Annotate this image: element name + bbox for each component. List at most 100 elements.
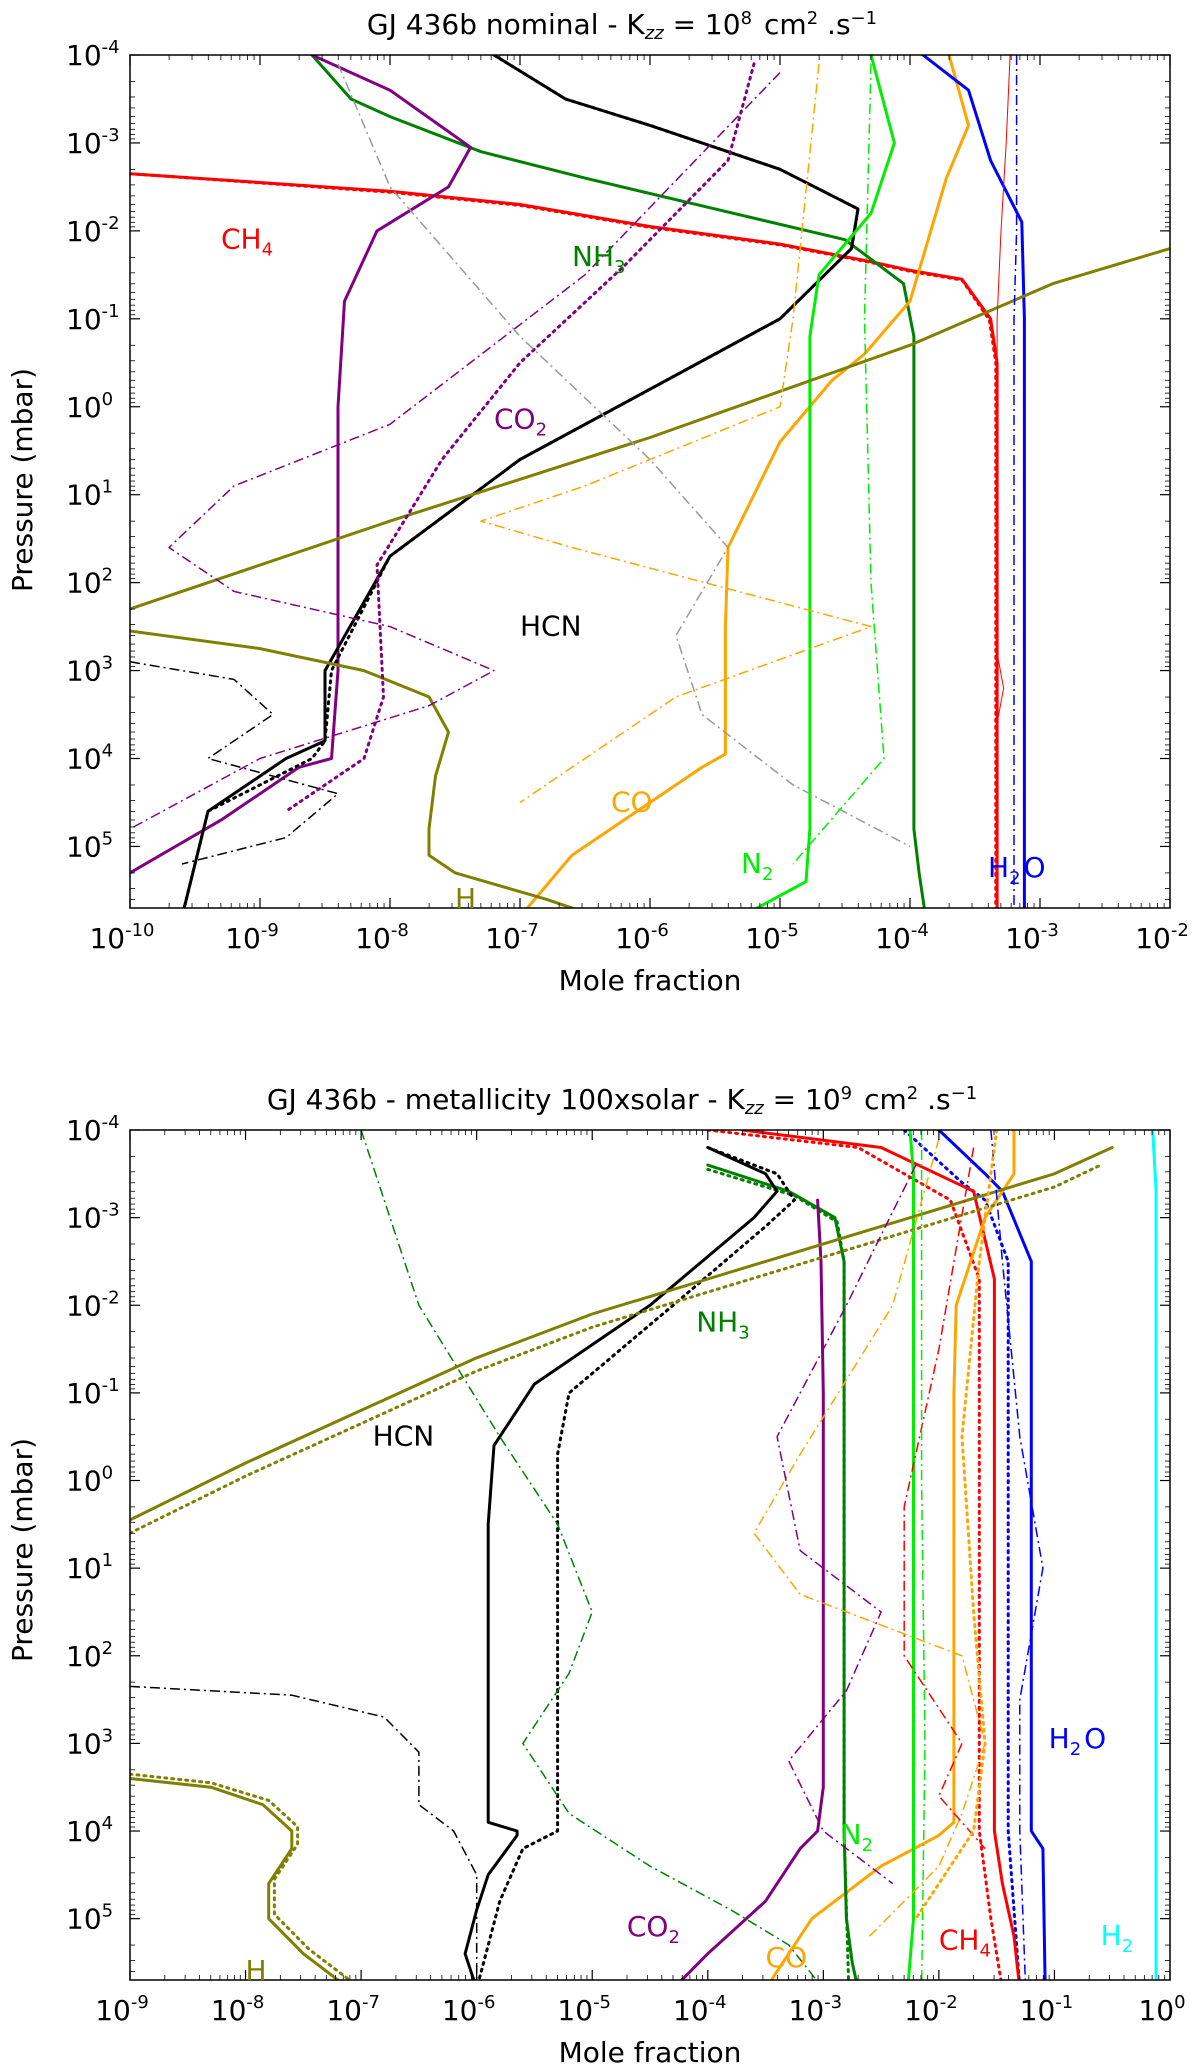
- series-co: [769, 1130, 1016, 1980]
- x-tick-label: 10-1: [1020, 1992, 1074, 2027]
- x-tick-label: 10-3: [1005, 920, 1059, 955]
- series-h-deep: [130, 629, 577, 908]
- species-label: H: [246, 1954, 267, 1987]
- x-tick-label: 10-7: [326, 1992, 380, 2027]
- panel-1-plot: 10-10 10-9 10-8 10-7 10-6 10-5 10-4 10-3 10-2 10-…: [66, 37, 1189, 955]
- y-tick-label: 10-1: [66, 1375, 120, 1410]
- series-ch4-dotted: [706, 1130, 1003, 1980]
- series-ch4-dotted2: [914, 1130, 999, 1921]
- x-tick-label: 10-7: [485, 920, 539, 955]
- x-tick-label: 10-10: [89, 920, 154, 955]
- species-label: CO2: [494, 403, 547, 441]
- x-tick-label: 10-4: [875, 920, 929, 955]
- series-h2o: [937, 1130, 1047, 1980]
- species-label: CO: [611, 785, 653, 818]
- series-ch4: [740, 1130, 1021, 1980]
- y-tick-label: 104: [66, 741, 113, 776]
- series-co2-dashdot: [130, 72, 781, 830]
- y-tick-label: 105: [66, 1901, 113, 1936]
- species-label: CO: [766, 1941, 808, 1974]
- species-label: H2: [1101, 1919, 1134, 1957]
- series-n2-dashdot: [920, 1130, 926, 1980]
- x-tick-label: 10-2: [1135, 920, 1189, 955]
- series-h2o-thin: [996, 55, 1011, 724]
- x-tick-label: 10-4: [673, 1992, 727, 2027]
- x-tick-label: 10-5: [745, 920, 799, 955]
- x-tick-label: 10-8: [211, 1992, 265, 2027]
- series-n2: [906, 1130, 915, 1980]
- series-hcn: [463, 1146, 779, 1980]
- x-tick-label: 10-6: [615, 920, 669, 955]
- y-tick-label: 100: [66, 1463, 113, 1498]
- y-tick-label: 10-2: [66, 213, 120, 248]
- series-co-dashdot: [480, 63, 872, 804]
- y-tick-label: 100: [66, 389, 113, 424]
- series-hcn-dotted: [477, 1146, 796, 1980]
- y-tick-label: 104: [66, 1813, 113, 1848]
- series-h-deep: [130, 1777, 341, 1980]
- series-h-dotted: [130, 1163, 1103, 1535]
- x-tick-label: 10-3: [789, 1992, 843, 2027]
- x-tick-label: 10-5: [557, 1992, 611, 2027]
- species-label: CH4: [221, 222, 273, 260]
- y-tick-label: 10-4: [66, 1112, 120, 1147]
- series-hcn-dashdot: [130, 661, 339, 865]
- series-ch4-dashdot: [903, 1147, 986, 1850]
- series-h2o-dashdot: [1013, 55, 1018, 908]
- series-h: [130, 247, 1170, 611]
- series-h2: [1151, 1130, 1158, 1980]
- series-co-dashdot: [753, 1138, 986, 1937]
- x-tick-label: 10-2: [904, 1992, 958, 2027]
- series-co2: [679, 1198, 825, 1980]
- series-nh3-dotted: [706, 1167, 851, 1980]
- y-tick-label: 105: [66, 828, 113, 863]
- series-h2o-dashdot: [990, 1130, 1044, 1980]
- y-tick-label: 103: [66, 1725, 113, 1760]
- series-gray-dashdot: [337, 63, 911, 848]
- species-label: H: [455, 882, 476, 915]
- panel-2-title: GJ 436b - metallicity 100xsolar - Kzz = …: [267, 1083, 977, 1120]
- panel-2-xlabel: Mole fraction: [559, 2036, 742, 2069]
- series-nh3: [310, 55, 926, 908]
- series-ch4: [130, 172, 999, 908]
- series-co: [525, 55, 970, 908]
- x-tick-label: 10-9: [95, 1992, 149, 2027]
- species-label: N2: [741, 847, 773, 885]
- species-label: H2 O: [988, 851, 1046, 889]
- series-hcn-dashdot: [130, 1685, 478, 1980]
- series-nh3-dashdot: [360, 1130, 818, 1980]
- x-tick-label: 10-6: [442, 1992, 496, 2027]
- series-h2o-dotted: [902, 1130, 1021, 1980]
- series-ch4-alt: [130, 172, 998, 908]
- species-label: HCN: [520, 609, 582, 642]
- y-tick-label: 10-3: [66, 1200, 120, 1235]
- species-label: NH3: [696, 1306, 749, 1344]
- panel-1-title: GJ 436b nominal - Kzz = 108 cm2 .s−1: [367, 8, 877, 45]
- species-label: N2: [841, 1818, 873, 1856]
- y-tick-label: 102: [66, 1638, 113, 1673]
- series-n2: [754, 55, 896, 908]
- y-tick-label: 101: [66, 1550, 113, 1585]
- plot-frame: [129, 1129, 1171, 1981]
- series-n2-dashdot: [792, 63, 885, 865]
- panel-1-xlabel: Mole fraction: [559, 964, 742, 997]
- series-group: [130, 1130, 1158, 1980]
- species-label: HCN: [373, 1419, 435, 1452]
- panel-2: GJ 436b - metallicity 100xsolar - Kzz = …: [6, 1083, 1186, 2070]
- panel-2-plot: 10-9 10-8 10-7 10-6 10-5 10-4 10-3 10-2 10-1 100 1…: [66, 1112, 1186, 2027]
- x-tick-label: 100: [1138, 1992, 1185, 2027]
- species-label: CO2: [627, 1910, 680, 1948]
- series-co2: [130, 55, 473, 875]
- species-label: H2 O: [1049, 1722, 1107, 1760]
- x-tick-label: 10-8: [355, 920, 409, 955]
- series-hcn-alt: [182, 55, 860, 908]
- x-tick-label: 10-9: [225, 920, 279, 955]
- y-tick-label: 102: [66, 565, 113, 600]
- species-label: NH3: [572, 240, 625, 278]
- y-tick-label: 10-4: [66, 37, 120, 72]
- y-tick-label: 10-1: [66, 301, 120, 336]
- series-co2-dashdot: [776, 1164, 917, 1885]
- series-h-deep-dotted: [130, 1772, 352, 1980]
- series-co2-dotted: [284, 62, 756, 813]
